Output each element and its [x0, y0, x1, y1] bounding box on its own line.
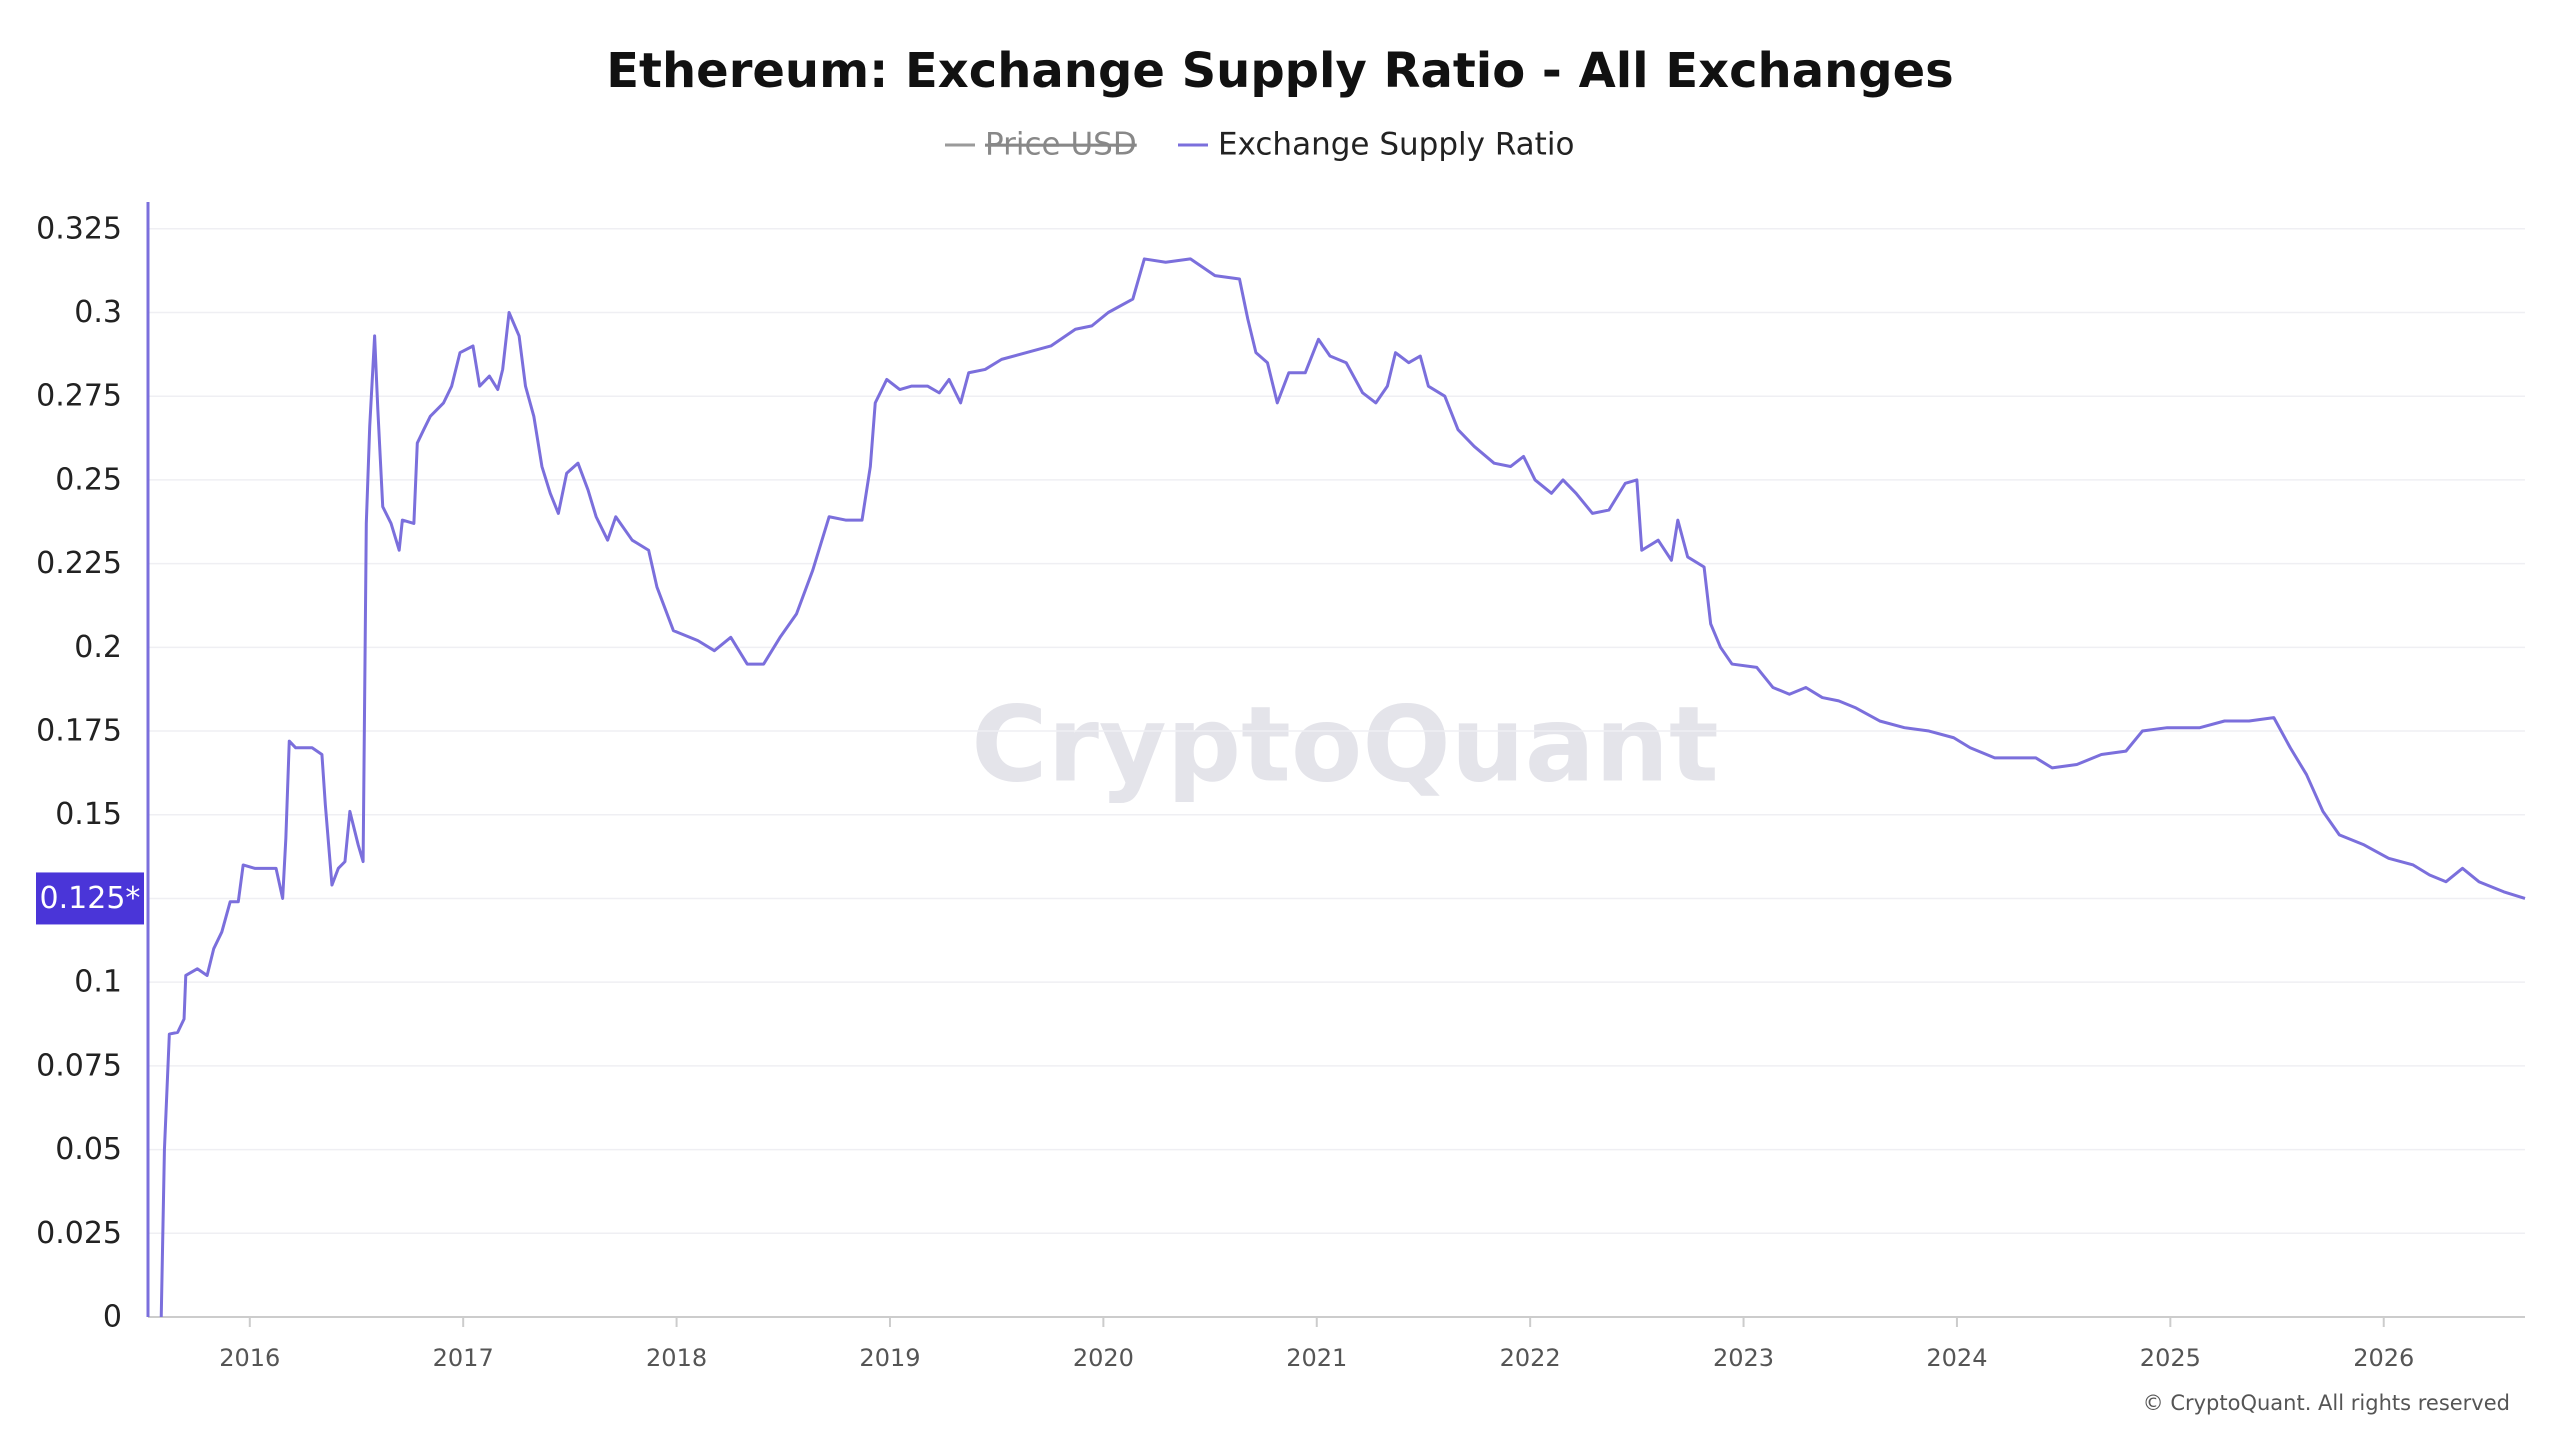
x-tick-label: 2022: [1500, 1344, 1561, 1372]
x-tick-label: 2023: [1713, 1344, 1774, 1372]
legend-item[interactable]: Price USD: [945, 127, 1137, 163]
legend: Price USD Exchange Supply Ratio: [945, 127, 1574, 163]
y-tick-label: 0.1: [74, 965, 122, 1000]
x-tick-label: 2024: [1926, 1344, 1987, 1372]
x-tick-label: 2025: [2140, 1344, 2201, 1372]
x-tick-label: 2021: [1286, 1344, 1347, 1372]
y-tick-label: 0.3: [74, 295, 122, 330]
x-tick-label: 2026: [2353, 1344, 2414, 1372]
y-tick-label: 0.275: [36, 379, 122, 414]
x-tick-label: 2020: [1073, 1344, 1134, 1372]
series-line: [159, 257, 2526, 1318]
x-tick-label: 2017: [433, 1344, 494, 1372]
legend-label: Exchange Supply Ratio: [1218, 127, 1574, 163]
legend-label: Price USD: [985, 127, 1137, 163]
y-tick-label: 0.15: [55, 797, 122, 832]
y-tick-label: 0.25: [55, 462, 122, 497]
current-value-box: [36, 872, 144, 925]
y-tick-label: 0.225: [36, 546, 122, 581]
x-tick-label: 2016: [219, 1344, 280, 1372]
y-tick-label: 0: [103, 1300, 122, 1335]
y-tick-label: 0.05: [55, 1132, 122, 1167]
y-tick-label: 0.2: [74, 630, 122, 665]
y-tick-label: 0.025: [36, 1216, 122, 1251]
legend-item[interactable]: Exchange Supply Ratio: [1178, 127, 1574, 163]
x-tick-label: 2018: [646, 1344, 707, 1372]
y-tick-label: 0.325: [36, 211, 122, 246]
x-tick-label: 2019: [859, 1344, 920, 1372]
y-tick-label: 0.175: [36, 714, 122, 749]
y-tick-label: 0.125*: [40, 881, 141, 916]
chart-title: Ethereum: Exchange Supply Ratio - All Ex…: [606, 43, 1954, 99]
y-tick-label: 0.075: [36, 1048, 122, 1083]
watermark: CryptoQuant: [971, 683, 1718, 805]
credit: © CryptoQuant. All rights reserved: [2143, 1391, 2510, 1415]
